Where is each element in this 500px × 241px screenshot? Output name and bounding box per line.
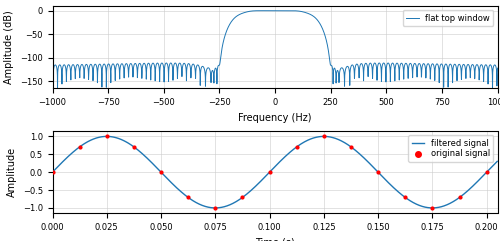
filtered signal — [491, 163, 497, 166]
Y-axis label: Amplitude: Amplitude — [7, 147, 17, 197]
original signal — [184, 195, 192, 199]
original signal — [130, 145, 138, 149]
original signal — [157, 170, 165, 174]
filtered signal — [343, 142, 349, 145]
original signal — [238, 195, 246, 199]
original signal — [456, 195, 464, 199]
filtered signal — [468, 187, 473, 190]
original signal — [374, 170, 382, 174]
filtered signal — [235, 199, 241, 202]
filtered signal — [50, 171, 56, 174]
filtered signal — [104, 135, 110, 138]
Y-axis label: Amplitude (dB): Amplitude (dB) — [4, 10, 15, 84]
filtered signal — [334, 137, 340, 140]
original signal — [401, 195, 409, 199]
filtered signal — [494, 160, 500, 163]
original signal — [266, 170, 274, 174]
X-axis label: Frequency (Hz): Frequency (Hz) — [238, 113, 312, 123]
original signal — [292, 145, 300, 149]
original signal — [103, 134, 111, 138]
original signal — [320, 134, 328, 138]
original signal — [347, 145, 355, 149]
original signal — [428, 206, 436, 210]
original signal — [482, 170, 490, 174]
Line: filtered signal: filtered signal — [52, 136, 497, 208]
original signal — [212, 206, 220, 210]
original signal — [48, 170, 56, 174]
Legend: filtered signal, original signal: filtered signal, original signal — [408, 135, 494, 161]
original signal — [76, 145, 84, 149]
Legend: flat top window: flat top window — [402, 10, 494, 26]
filtered signal — [212, 207, 218, 209]
filtered signal — [330, 136, 336, 139]
X-axis label: Time (s): Time (s) — [255, 238, 295, 241]
